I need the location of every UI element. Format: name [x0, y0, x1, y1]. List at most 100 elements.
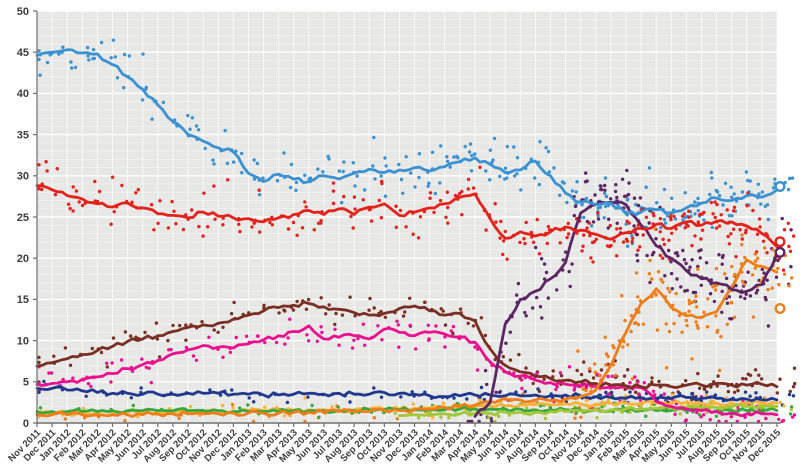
scatter-point [368, 296, 372, 301]
scatter-point [181, 227, 186, 232]
scatter-point [431, 416, 435, 420]
scatter-point [729, 185, 733, 189]
scatter-point [377, 198, 381, 203]
scatter-point [71, 376, 75, 380]
scatter-point [673, 412, 677, 416]
scatter-point [63, 346, 68, 350]
scatter-point [603, 183, 607, 188]
scatter-point [434, 324, 438, 328]
scatter-point [771, 186, 776, 190]
scatter-point [687, 302, 692, 306]
scatter-point [626, 197, 630, 201]
scatter-point [727, 242, 732, 246]
scatter-point [684, 379, 688, 383]
scatter-point [544, 146, 548, 150]
scatter-point [333, 322, 337, 327]
scatter-point [663, 274, 667, 278]
scatter-point [319, 325, 323, 329]
scatter-point [551, 375, 555, 379]
scatter-point [676, 254, 680, 258]
scatter-point [316, 167, 320, 171]
scatter-point [38, 406, 43, 410]
scatter-point [352, 338, 356, 342]
scatter-point [154, 321, 159, 325]
scatter-point [620, 177, 625, 181]
scatter-point [791, 385, 796, 389]
scatter-point [615, 195, 619, 200]
scatter-point [683, 226, 687, 230]
scatter-point [595, 416, 599, 420]
scatter-point [288, 317, 292, 321]
scatter-point [602, 191, 607, 195]
scatter-point [303, 200, 307, 204]
y-tick-label: 5 [23, 377, 29, 389]
scatter-point [122, 86, 126, 90]
scatter-point [715, 202, 719, 207]
scatter-point [683, 215, 688, 219]
scatter-point [523, 389, 527, 394]
scatter-point [285, 400, 290, 405]
scatter-point [661, 237, 665, 242]
scatter-point [761, 239, 766, 243]
scatter-point [624, 194, 628, 198]
scatter-point [756, 256, 760, 260]
scatter-point [719, 335, 723, 339]
scatter-point [757, 373, 761, 377]
scatter-point [340, 200, 344, 205]
scatter-point [409, 171, 413, 175]
scatter-point [726, 234, 730, 239]
end-marker-purple [774, 246, 786, 258]
scatter-point [566, 232, 571, 236]
scatter-point [523, 241, 527, 246]
scatter-point [505, 144, 509, 149]
scatter-point [303, 173, 307, 177]
scatter-point [708, 192, 712, 197]
scatter-point [583, 180, 588, 184]
scatter-point [555, 288, 559, 292]
scatter-point [201, 234, 205, 238]
scatter-point [754, 391, 758, 395]
scatter-point [349, 214, 353, 219]
scatter-point [698, 256, 702, 260]
scatter-point [681, 248, 685, 253]
scatter-point [303, 396, 307, 400]
scatter-point [693, 200, 697, 204]
scatter-point [782, 404, 786, 408]
scatter-point [630, 233, 634, 238]
scatter-point [778, 377, 782, 381]
scatter-point [555, 385, 559, 389]
scatter-point [418, 215, 423, 219]
scatter-point [524, 366, 528, 370]
scatter-point [152, 228, 156, 232]
scatter-point [71, 185, 75, 189]
scatter-point [147, 366, 151, 370]
scatter-point [52, 354, 56, 358]
trend-lines [35, 48, 779, 418]
scatter-point [178, 323, 182, 328]
scatter-point [705, 325, 710, 329]
scatter-point [493, 202, 497, 206]
scatter-point [782, 272, 787, 276]
scatter-point [658, 230, 662, 234]
scatter-point [698, 213, 702, 217]
scatter-point [523, 310, 527, 315]
scatter-point [493, 419, 497, 424]
scatter-point [786, 221, 790, 225]
scatter-point [723, 272, 727, 276]
scatter-point [351, 161, 355, 165]
scatter-point [342, 194, 346, 199]
scatter-point [666, 286, 670, 291]
scatter-point [788, 389, 792, 394]
scatter-point [470, 153, 474, 158]
scatter-point [535, 217, 539, 222]
scatter-point [190, 208, 194, 212]
scatter-point [650, 376, 654, 380]
scatter-point [44, 160, 48, 164]
scatter-point [669, 260, 673, 264]
scatter-point [740, 237, 744, 241]
scatter-point [277, 311, 281, 315]
scatter-point [512, 174, 517, 178]
scatter-point [504, 341, 508, 345]
scatter-point [744, 377, 748, 381]
scatter-point [232, 300, 236, 305]
